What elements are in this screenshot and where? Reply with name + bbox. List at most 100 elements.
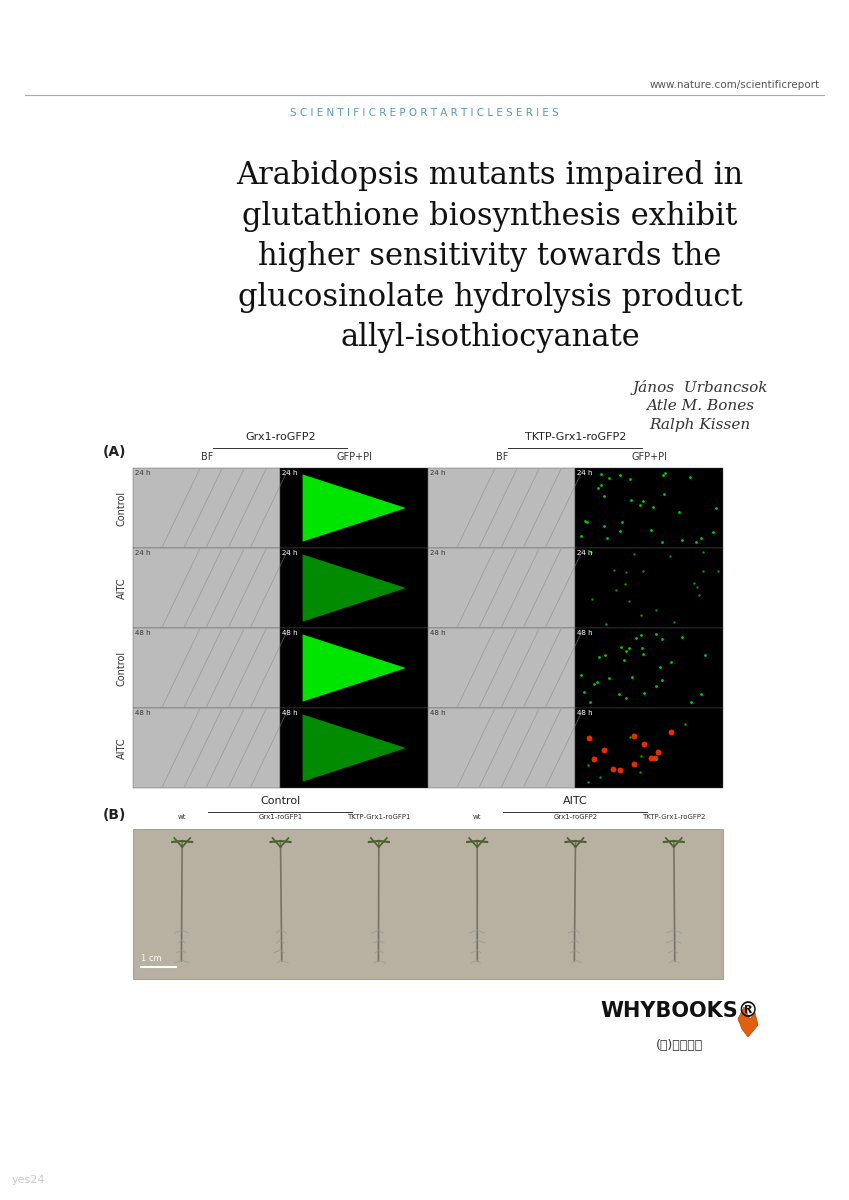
Point: [675, 628, 689, 647]
Text: Arabidopsis mutants impaired in
glutathione biosynthesis exhibit
higher sensitiv: Arabidopsis mutants impaired in glutathi…: [236, 160, 744, 353]
Point: [651, 742, 665, 761]
Point: [664, 722, 678, 742]
Point: [637, 562, 650, 581]
Text: 48 h: 48 h: [135, 630, 150, 636]
Point: [655, 630, 669, 649]
Text: 48 h: 48 h: [430, 630, 446, 636]
Point: [696, 542, 710, 562]
Point: [613, 522, 627, 541]
Bar: [280, 548, 428, 628]
Point: [625, 491, 638, 510]
Polygon shape: [302, 635, 406, 702]
Point: [634, 746, 648, 766]
Point: [633, 494, 646, 514]
Point: [698, 646, 711, 665]
Text: 24 h: 24 h: [577, 470, 593, 476]
Point: [633, 763, 646, 782]
Point: [649, 676, 663, 695]
Point: [602, 468, 616, 487]
Text: 48 h: 48 h: [283, 710, 298, 716]
Point: [619, 642, 633, 661]
Bar: [576, 628, 723, 708]
Point: [581, 755, 594, 774]
Point: [683, 467, 696, 486]
Point: [598, 740, 611, 760]
Point: [621, 592, 635, 611]
Point: [644, 521, 658, 540]
Point: [649, 624, 662, 643]
Text: 24 h: 24 h: [135, 550, 150, 556]
Text: 24 h: 24 h: [283, 470, 298, 476]
Text: (B): (B): [103, 808, 127, 822]
Point: [607, 560, 621, 580]
Point: [687, 574, 700, 593]
Point: [637, 683, 650, 702]
Point: [665, 653, 678, 672]
Point: [627, 544, 641, 563]
Point: [709, 499, 722, 518]
Text: AITC: AITC: [117, 577, 127, 599]
Point: [683, 692, 697, 712]
Point: [692, 586, 706, 605]
Text: www.nature.com/scientificreport: www.nature.com/scientificreport: [649, 80, 820, 90]
Point: [657, 485, 671, 504]
Text: GFP+PI: GFP+PI: [632, 452, 667, 462]
Bar: [280, 628, 428, 708]
Point: [635, 638, 649, 658]
Point: [630, 628, 644, 647]
Point: [592, 647, 605, 666]
Text: S C I E N T I F I C R E P O R T A R T I C L E S E R I E S: S C I E N T I F I C R E P O R T A R T I …: [290, 108, 559, 118]
Point: [658, 463, 672, 482]
Text: TKTP-Grx1-roGFP2: TKTP-Grx1-roGFP2: [642, 814, 706, 820]
Point: [711, 560, 724, 580]
Point: [582, 773, 595, 792]
Point: [648, 748, 661, 767]
Text: 24 h: 24 h: [135, 470, 150, 476]
Point: [656, 466, 670, 485]
Point: [655, 532, 669, 551]
Point: [574, 666, 588, 685]
Point: [646, 497, 660, 516]
Text: János  Urbancsok: János Urbancsok: [633, 380, 767, 395]
Text: 48 h: 48 h: [135, 710, 150, 716]
Text: BF: BF: [200, 452, 213, 462]
Text: 48 h: 48 h: [577, 630, 593, 636]
Text: Grx1-roGFP2: Grx1-roGFP2: [245, 432, 316, 442]
Text: AITC: AITC: [563, 796, 588, 806]
Point: [593, 475, 607, 494]
Text: 48 h: 48 h: [577, 710, 593, 716]
Point: [613, 760, 627, 779]
Point: [577, 682, 591, 701]
Text: 24 h: 24 h: [577, 550, 593, 556]
Point: [618, 575, 632, 594]
Text: wt: wt: [178, 814, 187, 820]
Point: [689, 533, 703, 552]
Point: [623, 469, 637, 488]
Point: [653, 658, 666, 677]
Point: [667, 613, 681, 632]
Point: [598, 516, 611, 535]
Point: [627, 726, 640, 745]
Bar: [428, 708, 576, 788]
Bar: [576, 708, 723, 788]
Text: Atle M. Bones: Atle M. Bones: [646, 398, 754, 413]
Point: [672, 503, 685, 522]
Point: [617, 650, 631, 670]
Bar: [428, 468, 576, 548]
Text: TKTP-Grx1-roGFP1: TKTP-Grx1-roGFP1: [347, 814, 411, 820]
Point: [644, 749, 658, 768]
Point: [575, 527, 588, 546]
Point: [599, 646, 612, 665]
Point: [694, 684, 708, 703]
Text: 24 h: 24 h: [283, 550, 298, 556]
Text: BF: BF: [496, 452, 508, 462]
Point: [696, 562, 710, 581]
Polygon shape: [302, 714, 406, 781]
Point: [614, 637, 627, 656]
Bar: [428, 628, 576, 708]
Text: Control: Control: [261, 796, 301, 806]
Point: [678, 714, 692, 733]
Point: [590, 673, 604, 692]
Point: [663, 546, 677, 565]
Bar: [576, 548, 723, 628]
